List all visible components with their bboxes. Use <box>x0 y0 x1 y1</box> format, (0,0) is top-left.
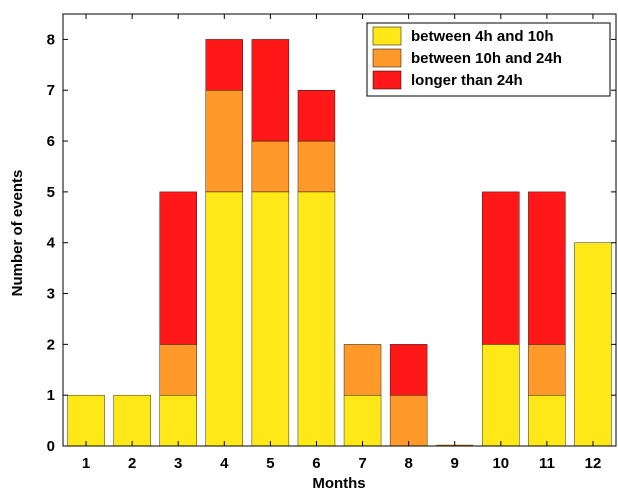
bar-segment-m5-s2 <box>251 140 290 193</box>
x-tick-label: 8 <box>404 455 412 472</box>
x-tick-label: 12 <box>585 455 602 472</box>
y-tick-label: 1 <box>47 387 55 404</box>
bar-segment-m11-s3 <box>528 191 566 345</box>
bar-segment-m11-s2 <box>528 344 566 396</box>
x-tick-label: 2 <box>128 455 136 472</box>
bar-segment-m1-s1 <box>67 394 105 447</box>
plot-frame <box>62 13 617 447</box>
x-tick-label: 4 <box>220 455 229 472</box>
x-tick-label: 3 <box>174 455 182 472</box>
x-tick-label: 5 <box>266 455 274 472</box>
x-tick-label: 6 <box>312 455 320 472</box>
y-tick-label: 8 <box>47 31 55 48</box>
bar-segment-m5-s1 <box>251 191 290 447</box>
bar-segment-m6-s3 <box>297 90 336 142</box>
bar-segment-m4-s1 <box>205 191 243 447</box>
bar-segment-m4-s2 <box>205 90 243 193</box>
x-tick-label: 10 <box>492 455 509 472</box>
bar-segment-m5-s3 <box>251 39 290 142</box>
bar-segment-m6-s1 <box>297 191 336 447</box>
bar-segment-m12-s1 <box>574 242 612 447</box>
y-tick-label: 4 <box>47 235 56 252</box>
bars-layer <box>67 39 612 447</box>
x-axis-label: Months <box>312 475 365 492</box>
bar-segment-m7-s2 <box>343 344 382 396</box>
bar-segment-m4-s3 <box>205 39 243 91</box>
bar-segment-m3-s1 <box>159 394 197 447</box>
bar-segment-m8-s2 <box>389 394 428 447</box>
legend-box <box>366 22 611 97</box>
bar-segment-m11-s1 <box>528 394 566 447</box>
y-tick-label: 5 <box>47 184 55 201</box>
bar-segment-m3-s3 <box>159 191 197 345</box>
x-tick-label: 1 <box>82 455 90 472</box>
legend-swatch <box>372 48 402 68</box>
x-tick-label: 9 <box>451 455 459 472</box>
legend-label: between 10h and 24h <box>411 50 562 67</box>
y-tick-label: 2 <box>47 336 55 353</box>
bar-segment-m8-s3 <box>389 344 428 396</box>
legend: between 4h and 10h between 10h and 24h lon… <box>366 22 611 97</box>
bar-segment-m3-s2 <box>159 344 197 396</box>
y-tick-label: 3 <box>47 286 55 303</box>
y-tick-label: 0 <box>47 438 55 455</box>
bar-segment-m6-s2 <box>297 140 336 193</box>
legend-swatch <box>372 70 402 90</box>
y-tick-label: 6 <box>47 133 55 150</box>
legend-swatch <box>372 26 402 46</box>
x-tick-label: 7 <box>358 455 366 472</box>
legend-label: between 4h and 10h <box>411 28 554 45</box>
bar-segment-m10-s1 <box>482 344 520 447</box>
x-tick-label: 11 <box>539 455 555 472</box>
legend-label: longer than 24h <box>411 72 523 89</box>
y-axis: 0 1 2 3 4 5 6 7 8 <box>47 31 616 455</box>
x-axis: 1 2 3 4 5 6 7 8 9 10 11 12 <box>82 14 601 472</box>
bar-segment-m2-s1 <box>113 394 151 447</box>
y-tick-label: 7 <box>47 82 55 99</box>
y-axis-label: Number of events <box>9 170 26 297</box>
bar-segment-m10-s3 <box>482 191 520 345</box>
bar-segment-m7-s1 <box>343 394 382 447</box>
